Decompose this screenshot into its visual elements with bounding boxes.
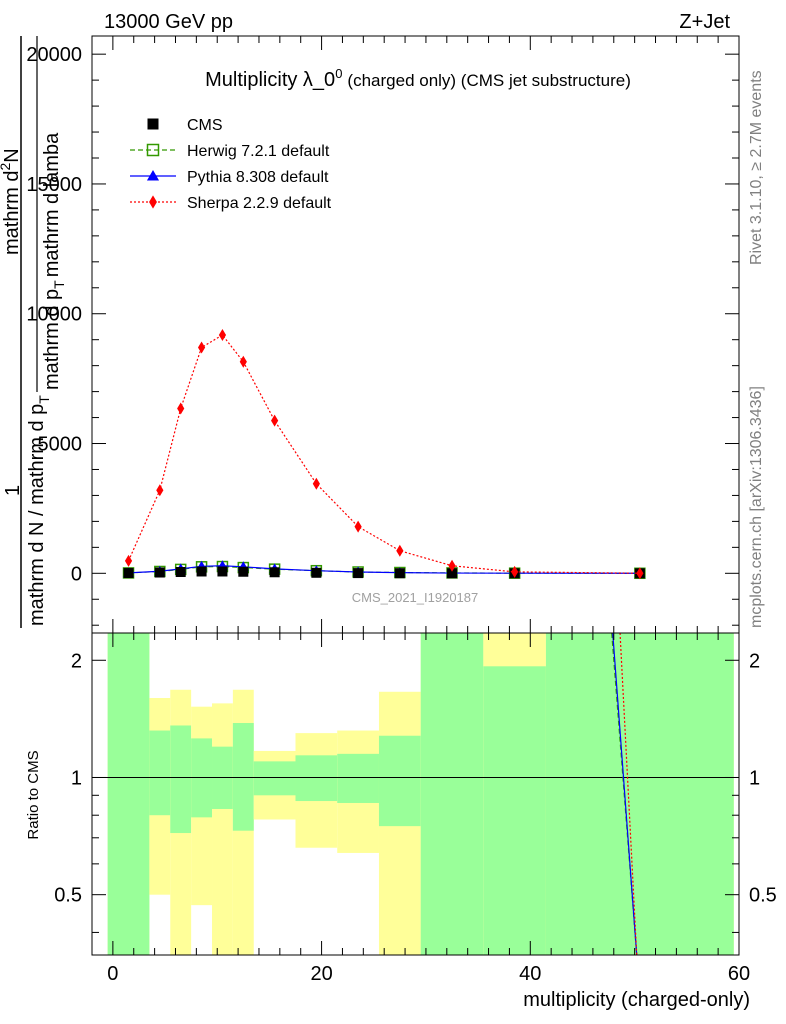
x-tick-label: 40 — [519, 963, 541, 985]
cms-point — [196, 566, 207, 577]
energy-label: 13000 GeV pp — [104, 11, 233, 33]
legend-herwig-label: Herwig 7.2.1 default — [187, 143, 330, 160]
ratio-y-tick-label: 2 — [749, 650, 760, 672]
legend-sherpa-label: Sherpa 2.2.9 default — [187, 195, 332, 212]
sherpa-point — [636, 567, 644, 580]
cms-point — [394, 568, 405, 579]
legend-cms-label: CMS — [187, 117, 223, 134]
ratio-band-green — [149, 730, 171, 816]
sherpa-point — [312, 477, 320, 490]
main-y-axis: 0 5000 10000 15000 20000 — [26, 44, 739, 626]
y-tick-label: 20000 — [26, 44, 82, 66]
ratio-lines — [92, 632, 739, 956]
sherpa-point — [511, 565, 519, 578]
main-title-suffix: (charged only) (CMS jet substructure) — [347, 71, 630, 90]
analysis-watermark: CMS_2021_I1920187 — [352, 590, 479, 605]
x-tick-label: 60 — [728, 963, 750, 985]
ratio-y-tick-label: 0.5 — [54, 885, 82, 907]
ratio-y-tick-label: 0.5 — [749, 885, 777, 907]
ratio-y-tick-label: 1 — [749, 767, 760, 789]
ratio-band-green — [253, 761, 296, 796]
cms-point — [217, 566, 228, 577]
main-title-text: Multiplicity λ_0 — [205, 69, 335, 91]
legend-pythia-marker — [146, 169, 160, 181]
cms-point — [311, 567, 322, 578]
cms-point — [353, 568, 364, 579]
y-tick-label: 0 — [71, 563, 82, 585]
ratio-x-axis: 0 20 40 60 — [107, 633, 750, 985]
ratio-band-green — [378, 735, 421, 827]
ratio-band-yellow — [212, 703, 233, 955]
x-tick-label: 0 — [107, 963, 118, 985]
legend: CMS Herwig 7.2.1 default Pythia 8.308 defa… — [130, 117, 332, 212]
ratio-pythia-line — [612, 632, 638, 956]
sherpa-point — [156, 484, 164, 497]
sherpa-line — [127, 334, 640, 574]
sherpa-point — [177, 402, 185, 415]
cms-point — [123, 568, 134, 579]
sherpa-point — [448, 559, 456, 572]
sherpa-point — [354, 520, 362, 533]
main-panel: 0 5000 10000 15000 20000 CMS_2021_I1920187 M… — [26, 35, 740, 634]
y-tick-label: 15000 — [26, 174, 82, 196]
cms-point — [175, 567, 186, 578]
ratio-band-green — [232, 723, 254, 831]
ratio-panel: 0.5 0.5 1 1 2 2 0 20 40 60 Ratio to CMS multipli… — [25, 632, 777, 1011]
sherpa-point — [197, 341, 206, 354]
ratio-band-green — [483, 666, 546, 955]
y-tick-label: 5000 — [38, 434, 83, 456]
sherpa-point — [239, 355, 247, 368]
ratio-sherpa-line — [619, 632, 638, 956]
ratio-y-tick-label: 1 — [71, 767, 82, 789]
process-label: Z+Jet — [679, 11, 730, 33]
main-x-ticks — [112, 36, 740, 633]
x-axis-label: multiplicity (charged-only) — [523, 989, 750, 1011]
y-label-numerator: 1 — [2, 485, 24, 496]
ratio-y-label: Ratio to CMS — [25, 750, 42, 839]
ratio-band-green — [420, 633, 484, 955]
sherpa-point — [396, 544, 404, 557]
y-label-inner-denominator: mathrm d pTmathrm d lamba — [41, 132, 67, 390]
y-tick-label: 10000 — [26, 304, 82, 326]
ratio-bands — [107, 633, 734, 955]
mcplots-label: mcplots.cern.ch [arXiv:1306.3436] — [748, 386, 765, 628]
main-title-sup: 0 — [335, 66, 342, 81]
series-layer — [122, 329, 646, 580]
legend-cms-marker — [147, 118, 159, 130]
ratio-y-tick-label: 2 — [71, 650, 82, 672]
ratio-band-green — [170, 725, 192, 834]
ratio-band-green — [545, 633, 734, 955]
cms-point — [154, 567, 165, 578]
y-label-inner-numerator: mathrm d2N — [0, 148, 23, 255]
sherpa-point — [271, 414, 279, 427]
ratio-y-axis: 0.5 0.5 1 1 2 2 — [54, 650, 777, 933]
y-label-denominator: mathrm d N / mathrm d pT — [26, 395, 52, 626]
x-tick-label: 20 — [310, 963, 332, 985]
ratio-panel-frame — [91, 632, 740, 956]
cms-point — [238, 566, 249, 577]
rivet-version-label: Rivet 3.1.10, ≥ 2.7M events — [748, 70, 765, 265]
sherpa-point — [124, 554, 133, 567]
legend-herwig-marker — [146, 143, 160, 157]
main-y-label: 1 mathrm d N / mathrm d pT mathrm d2N ma… — [0, 36, 67, 628]
main-title: Multiplicity λ_00 (charged only) (CMS jet… — [205, 66, 631, 91]
cms-point — [269, 567, 280, 578]
cms-point — [447, 568, 458, 579]
legend-pythia-label: Pythia 8.308 default — [187, 169, 329, 186]
ratio-band-green — [107, 633, 150, 955]
ratio-band-green — [295, 755, 338, 802]
ratio-band-green — [337, 753, 379, 803]
sherpa-point — [218, 329, 227, 342]
legend-sherpa-marker — [149, 195, 157, 209]
